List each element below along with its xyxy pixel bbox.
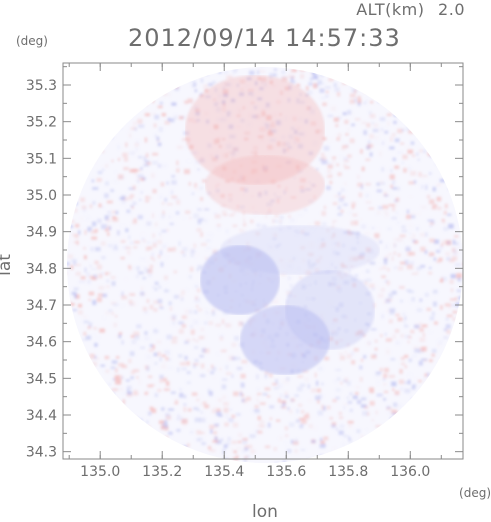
altitude-label-text: ALT(km) <box>356 0 425 19</box>
x-axis-label: lon <box>252 502 278 522</box>
y-tick-label: 34.7 <box>26 298 57 314</box>
y-tick-label: 34.6 <box>26 335 57 351</box>
plot-frame <box>62 62 464 460</box>
y-tick-label: 35.0 <box>26 188 57 204</box>
x-tick-label: 135.6 <box>266 464 306 480</box>
altitude-value: 2.0 <box>438 0 465 19</box>
y-tick-label: 34.9 <box>26 225 57 241</box>
x-tick-label: 135.0 <box>80 464 120 480</box>
altitude-label: ALT(km) 2.0 <box>356 0 465 19</box>
x-tick-label: 135.4 <box>204 464 244 480</box>
x-axis-unit: (deg) <box>459 486 491 500</box>
x-tick-label: 135.8 <box>328 464 368 480</box>
y-tick-label: 34.8 <box>26 261 57 277</box>
y-tick-label: 35.1 <box>26 151 57 167</box>
y-tick-label: 35.2 <box>26 115 57 131</box>
x-axis-ticks: 135.0 135.2 135.4 135.6 135.8 136.0 <box>68 63 442 480</box>
y-tick-label: 34.4 <box>26 408 57 424</box>
x-tick-label: 135.2 <box>142 464 182 480</box>
y-axis-unit: (deg) <box>16 34 48 48</box>
y-tick-label: 34.5 <box>26 371 57 387</box>
timestamp: 2012/09/14 14:57:33 <box>128 24 401 52</box>
y-tick-label: 34.3 <box>26 445 57 461</box>
y-axis-ticks: 35.3 35.2 35.1 35.0 34.9 34.8 34.7 34.6 34.5 34.4… <box>26 66 463 461</box>
y-tick-label: 35.3 <box>26 78 57 94</box>
radar-echo-regions <box>185 75 380 375</box>
x-tick-label: 136.0 <box>390 464 430 480</box>
radar-echo-area <box>67 67 463 463</box>
